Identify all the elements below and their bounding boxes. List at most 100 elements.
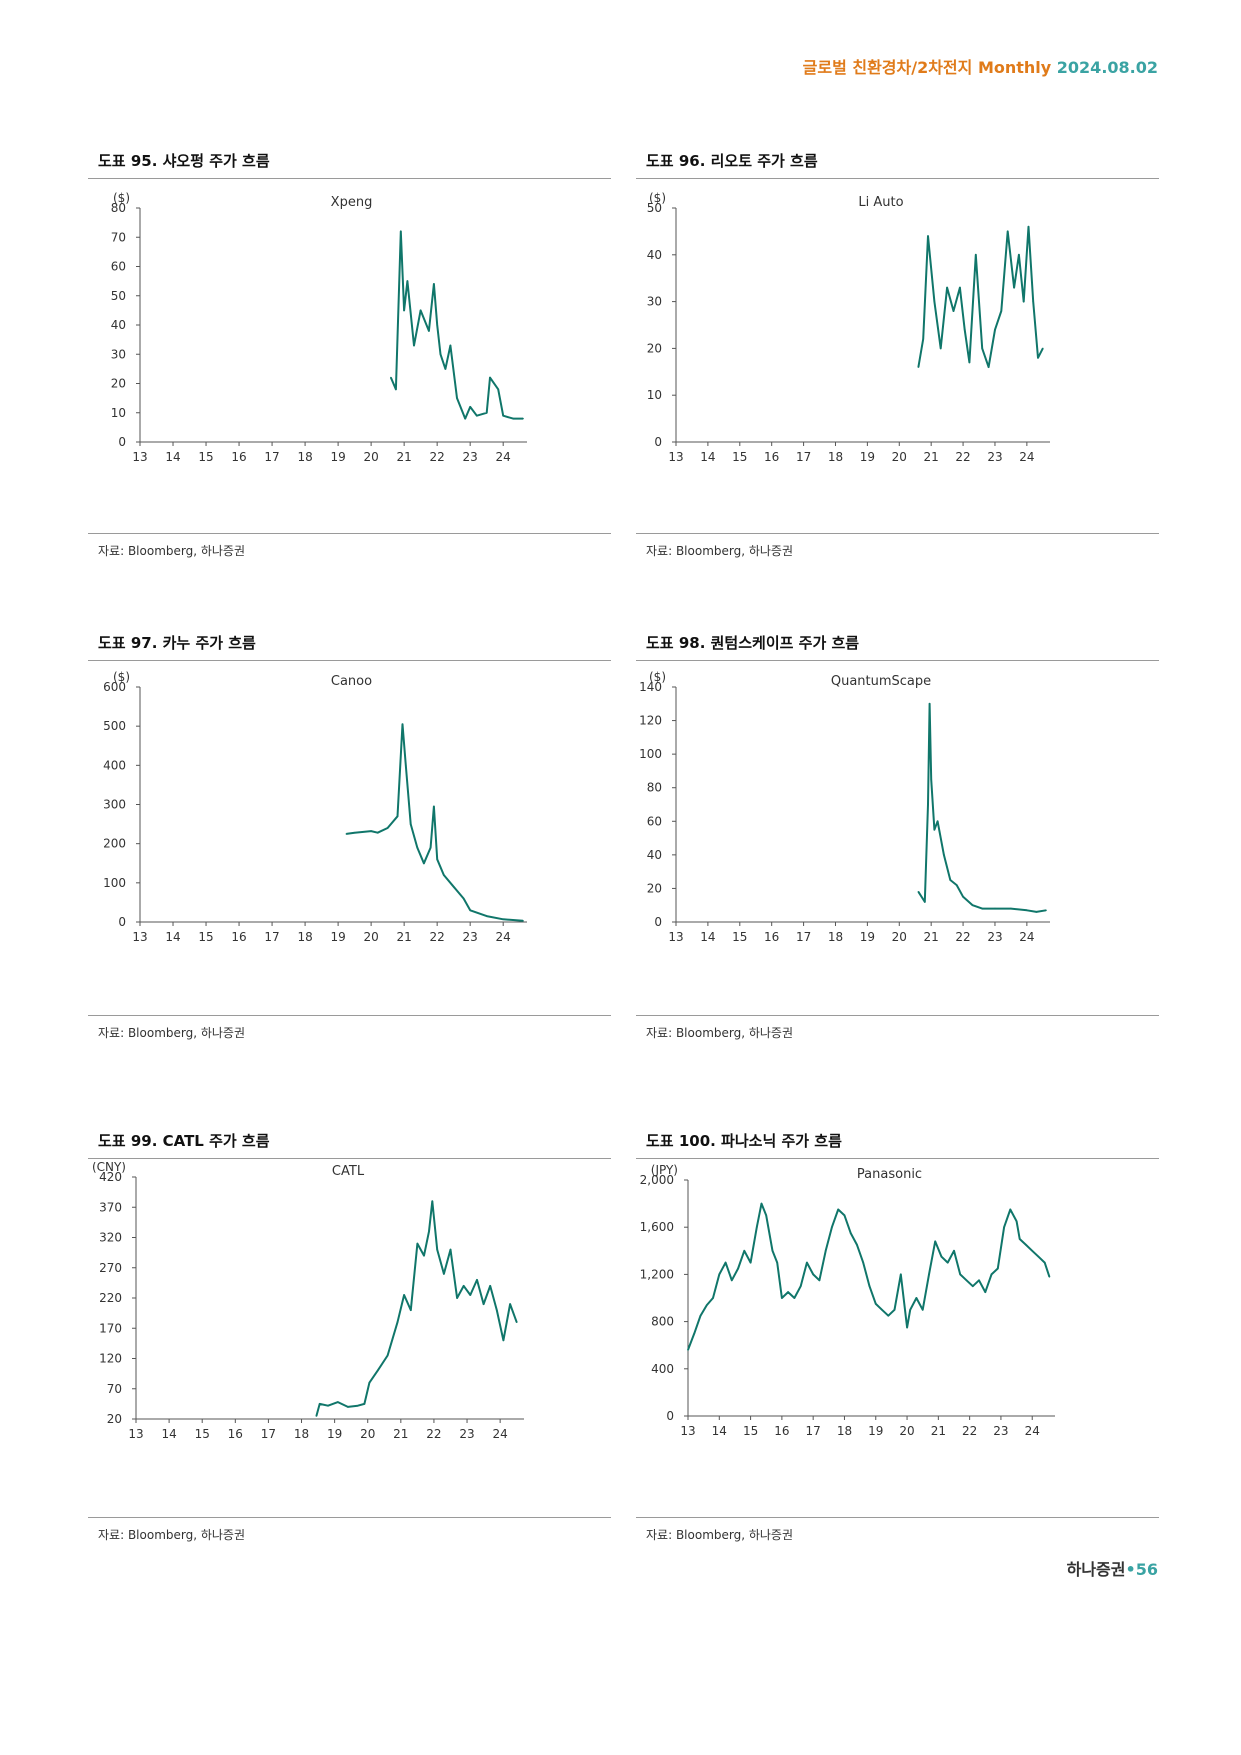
x-tick-label: 18 [828,450,843,464]
data-point [396,815,399,818]
data-point [917,366,920,368]
x-tick-label: 18 [828,930,843,944]
y-tick-label: 120 [639,714,662,728]
data-point [395,388,397,391]
x-tick-label: 14 [700,450,715,464]
data-point [410,1309,412,1311]
chart-catl: 20 70 120 170 220 270 320 370 420 13 14 15 16 17 18 19 2… [92,1162,524,1441]
data-point [1009,1208,1012,1211]
data-point [940,1255,943,1258]
data-point [405,764,407,767]
x-tick-label: 19 [868,1424,883,1438]
data-point [1031,1250,1033,1252]
data-point [799,1285,802,1287]
data-point [502,918,505,921]
data-point [347,1406,349,1408]
data-point [416,1242,419,1245]
x-tick-label: 21 [396,930,411,944]
y-tick-label: 600 [103,680,126,694]
divider [88,660,611,661]
data-point [436,1248,439,1251]
data-point [781,1297,783,1299]
data-point [449,344,452,347]
data-point [881,1309,883,1311]
chart-li-auto: 0 10 20 30 40 50 13 14 15 16 17 18 19 20 21 22 23 24 ($) Li… [647,191,1050,464]
y-tick-label: 50 [111,289,126,303]
data-point [981,347,983,350]
x-tick-label: 18 [297,450,312,464]
x-tick-label: 21 [924,930,939,944]
x-tick-label: 21 [396,450,411,464]
data-point [429,846,432,849]
data-point [806,1261,808,1264]
data-point [452,886,455,888]
x-tick-label: 15 [743,1424,758,1438]
data-point [946,286,948,289]
data-point [946,1261,949,1264]
x-tick-label: 20 [363,930,378,944]
x-tick-label: 13 [668,450,683,464]
y-tick-label: 220 [99,1291,122,1305]
header-title: 글로벌 친환경차/2차전지 Monthly [802,58,1052,77]
data-point [522,920,524,922]
data-point [396,1321,399,1323]
data-point [489,376,491,379]
data-point [737,1267,739,1270]
data-point [968,361,971,364]
data-point [917,891,920,893]
data-point [423,1254,425,1257]
data-point [368,1381,371,1384]
data-point [1003,1226,1005,1228]
divider [88,178,611,179]
y-tick-label: 120 [99,1352,122,1366]
data-point [476,414,478,417]
data-point [793,1297,796,1299]
y-tick-label: 70 [111,230,126,244]
x-tick-label: 17 [796,930,811,944]
data-point [959,1273,961,1276]
x-tick-label: 13 [680,1424,695,1438]
data-point [749,1261,752,1264]
chart-panel-quantumscape: 도표 98. 퀀텀스케이프 주가 흐름 0 20 40 60 80 100 120 140 13… [636,632,1159,1062]
data-point [428,1230,430,1233]
y-unit-label: (JPY) [651,1163,678,1177]
y-tick-label: 100 [103,876,126,890]
y-tick-label: 100 [639,747,662,761]
data-point [353,831,356,834]
x-tick-label: 22 [955,930,970,944]
chart-title: 도표 96. 리오토 주가 흐름 [646,152,818,170]
x-tick-label: 20 [899,1424,914,1438]
y-tick-label: 70 [107,1382,122,1396]
chart-title: 도표 99. CATL 주가 흐름 [98,1132,270,1150]
page-number: 56 [1135,1560,1158,1579]
y-tick-label: 0 [666,1409,674,1423]
x-tick-label: 14 [161,1427,176,1441]
chart-panel-panasonic: 도표 100. 파나소닉 주가 흐름 0 400 800 1,200 1,600 2,00… [636,1130,1159,1560]
y-tick-label: 20 [111,377,126,391]
data-point [924,901,926,903]
y-tick-label: 80 [111,201,126,215]
data-point [939,347,942,350]
data-point [1048,1276,1051,1278]
data-point [476,1279,478,1281]
data-point [462,897,465,900]
x-tick-label: 17 [261,1427,276,1441]
data-point [469,1294,472,1296]
y-tick-label: 40 [647,248,662,262]
data-point [818,1279,821,1282]
y-tick-label: 30 [647,295,662,309]
y-tick-label: 20 [647,341,662,355]
series-title: Panasonic [857,1167,922,1182]
chart-title: 도표 98. 퀀텀스케이프 주가 흐름 [646,634,860,652]
header-date: 2024.08.02 [1056,58,1158,77]
page-footer: 하나증권•56 [1067,1556,1158,1580]
chart-title: 도표 95. 샤오펑 주가 흐름 [98,152,270,170]
data-point [952,310,955,312]
data-point [489,1285,492,1287]
data-point [485,412,488,414]
data-point [909,1309,911,1311]
x-tick-label: 17 [806,1424,821,1438]
y-tick-label: 50 [647,201,662,215]
series-line [687,1202,1051,1351]
data-point [315,1415,318,1417]
